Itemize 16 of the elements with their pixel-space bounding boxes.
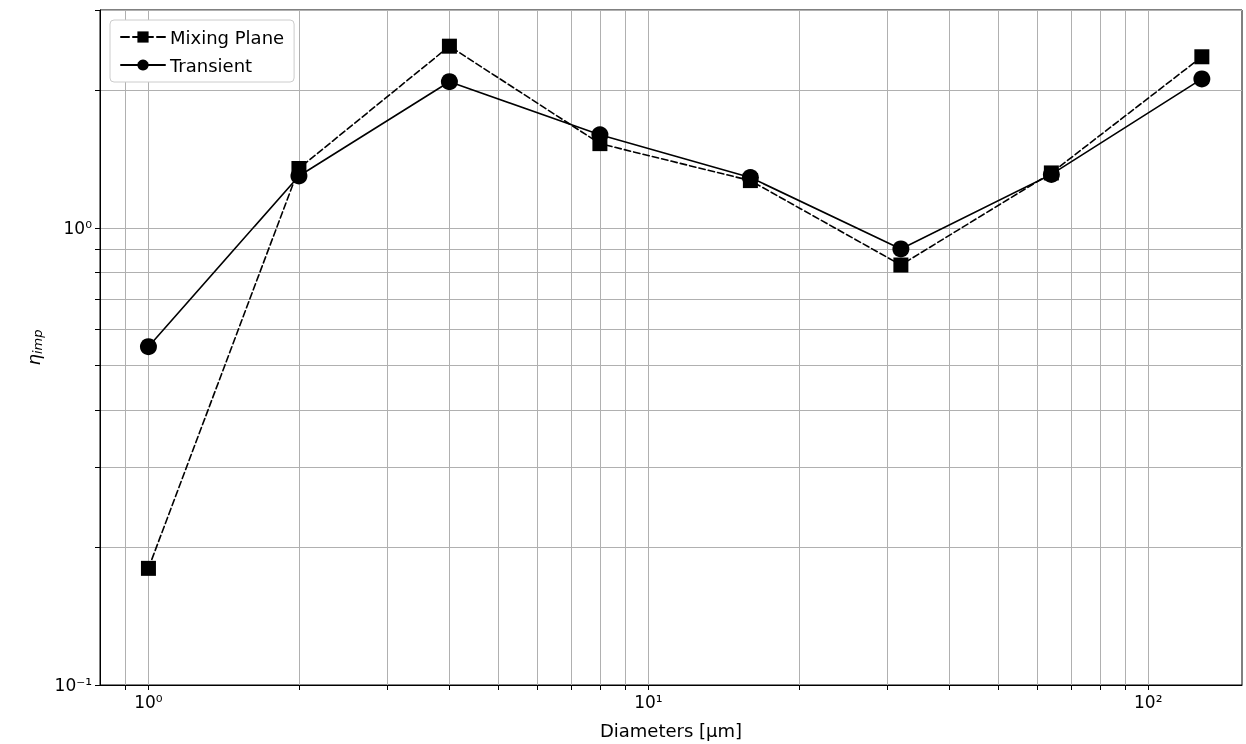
point (1194, 49, 1210, 65)
x-tick-label: 10¹ (634, 691, 663, 712)
y-axis-title: ηimp (22, 329, 45, 366)
point (140, 560, 156, 576)
point (1193, 70, 1211, 88)
x-axis-title: Diameters [μm] (599, 719, 743, 741)
point (892, 240, 910, 258)
point (440, 73, 458, 91)
legend-label: Transient (169, 54, 253, 76)
point (441, 38, 457, 54)
legend-label: Mixing Plane (170, 26, 285, 48)
point (893, 257, 909, 273)
x-tick-label: 10² (1134, 691, 1163, 712)
x-tick-label: 10⁰ (134, 691, 163, 712)
point (139, 338, 157, 356)
y-tick-label: 10⁻¹ (54, 675, 92, 695)
